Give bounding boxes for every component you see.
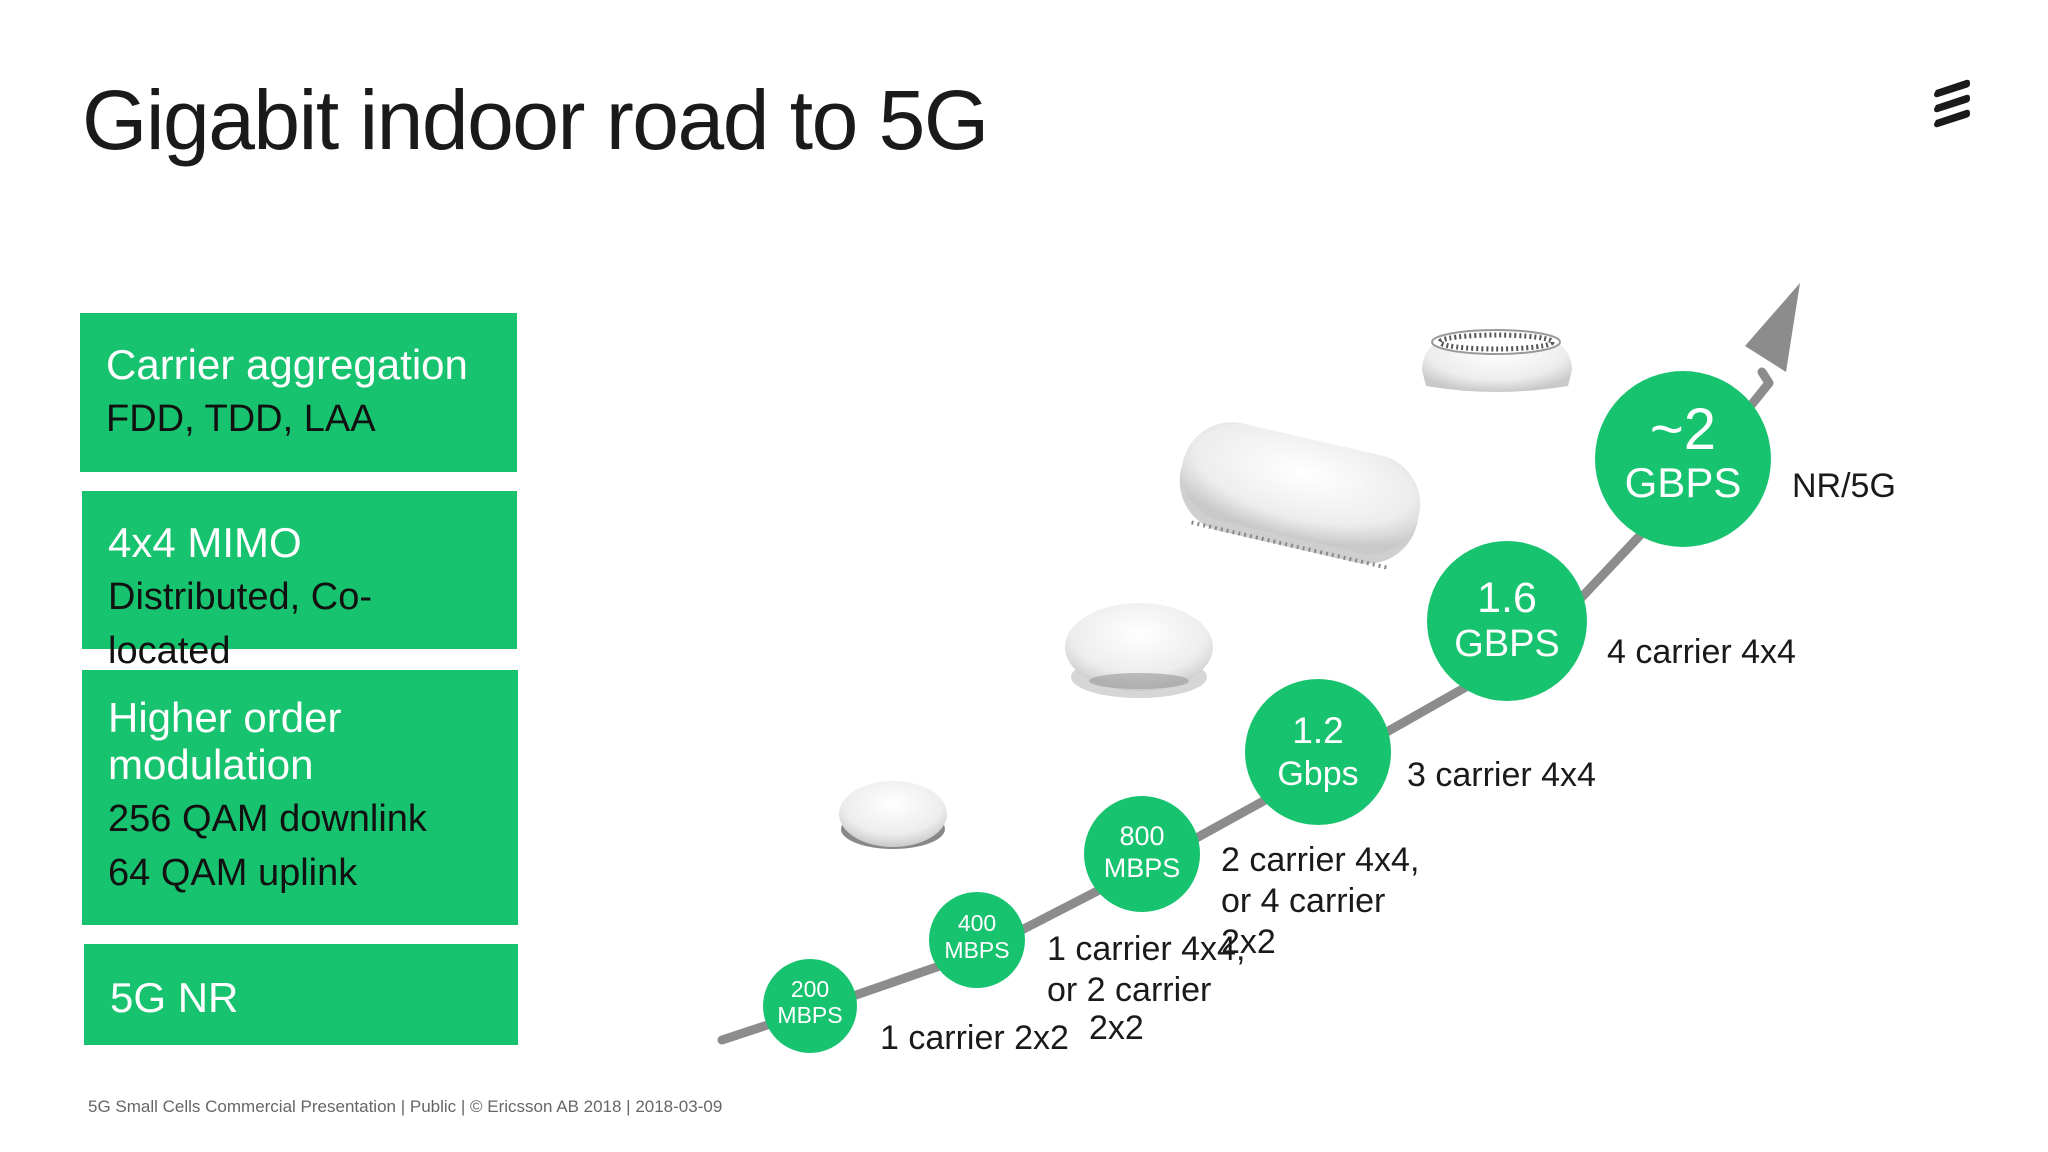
speed-circle	[1245, 679, 1391, 825]
step-label-1-6: 4 carrier 4x4	[1607, 632, 1796, 673]
speed-circle	[1084, 796, 1200, 912]
speed-unit: GBPS	[1625, 459, 1742, 506]
feature-detail: FDD, TDD, LAA	[106, 398, 376, 440]
feature-box-carrier-aggregation: Carrier aggregation FDD, TDD, LAA	[80, 313, 517, 472]
arrow-head-icon	[1745, 283, 1800, 372]
feature-box-modulation: Higher order modulation 256 QAM downlink…	[82, 670, 518, 925]
feature-detail: 256 QAM downlink	[108, 798, 427, 840]
step-label-200: 1 carrier 2x2	[880, 1018, 1069, 1059]
speed-step-200: 200 MBPS	[763, 959, 857, 1053]
speed-value: ~2	[1650, 397, 1716, 462]
speed-value: 200	[791, 976, 829, 1002]
footer-text: 5G Small Cells Commercial Presentation |…	[88, 1097, 723, 1116]
speed-circle	[1595, 371, 1771, 547]
step-label-line: or 2 carrier	[1047, 971, 1212, 1009]
step-label-line: or 4 carrier	[1221, 882, 1386, 920]
speed-unit: GBPS	[1454, 623, 1560, 665]
pill-radio-device-icon	[1179, 422, 1421, 570]
speed-value: 1.2	[1292, 710, 1343, 751]
feature-detail: Distributed, Co-located	[108, 576, 372, 672]
step-label-1-2: 3 carrier 4x4	[1407, 755, 1596, 796]
page-title: Gigabit indoor road to 5G	[82, 73, 989, 167]
step-label-line: 4 carrier 4x4	[1607, 633, 1796, 671]
step-label-line: 1 carrier 2x2	[880, 1019, 1069, 1057]
step-label-line: 2 carrier 4x4,	[1221, 841, 1420, 879]
speed-step-1-6: 1.6 GBPS	[1427, 541, 1587, 701]
speed-unit: MBPS	[944, 937, 1009, 963]
speed-value: 800	[1119, 821, 1164, 851]
feature-heading: Carrier aggregation	[106, 341, 468, 388]
5g-radio-device-icon	[1422, 329, 1572, 392]
feature-heading: 5G NR	[110, 974, 239, 1021]
speed-value: 400	[958, 910, 996, 936]
speed-value: 1.6	[1477, 574, 1537, 622]
step-label-line: 2x2	[1089, 1009, 1144, 1047]
step-label-line: 1 carrier 4x4,	[1047, 930, 1246, 968]
step-label-800: 2 carrier 4x4, or 4 carrier 2x2	[1221, 840, 1419, 963]
speed-circle	[763, 959, 857, 1053]
feature-heading: 4x4 MIMO	[108, 519, 302, 566]
speed-unit: Gbps	[1277, 755, 1358, 793]
step-label-2: NR/5G	[1792, 466, 1896, 507]
speed-unit: MBPS	[1104, 853, 1181, 883]
radio-dot-device-icon	[1065, 603, 1213, 698]
step-label-400: 1 carrier 4x4, or 2 carrier 2x2	[1047, 929, 1245, 1049]
step-label-line: 3 carrier 4x4	[1407, 756, 1596, 794]
step-label-line: NR/5G	[1792, 467, 1896, 505]
feature-detail: 64 QAM uplink	[108, 852, 358, 894]
ericsson-logo-icon	[1934, 79, 1970, 128]
speed-step-400: 400 MBPS	[929, 892, 1025, 988]
speed-step-2: ~2 GBPS	[1595, 371, 1771, 547]
speed-circle	[929, 892, 1025, 988]
feature-box-mimo: 4x4 MIMO Distributed, Co-located	[82, 491, 517, 672]
small-cell-device-icon	[839, 781, 947, 849]
speed-step-1-2: 1.2 Gbps	[1245, 679, 1391, 825]
speed-circle	[1427, 541, 1587, 701]
speed-step-800: 800 MBPS	[1084, 796, 1200, 912]
feature-box-5g-nr: 5G NR	[84, 944, 518, 1045]
feature-heading: Higher order modulation	[108, 694, 342, 788]
step-label-line: 2x2	[1221, 923, 1276, 961]
speed-unit: MBPS	[777, 1002, 842, 1028]
